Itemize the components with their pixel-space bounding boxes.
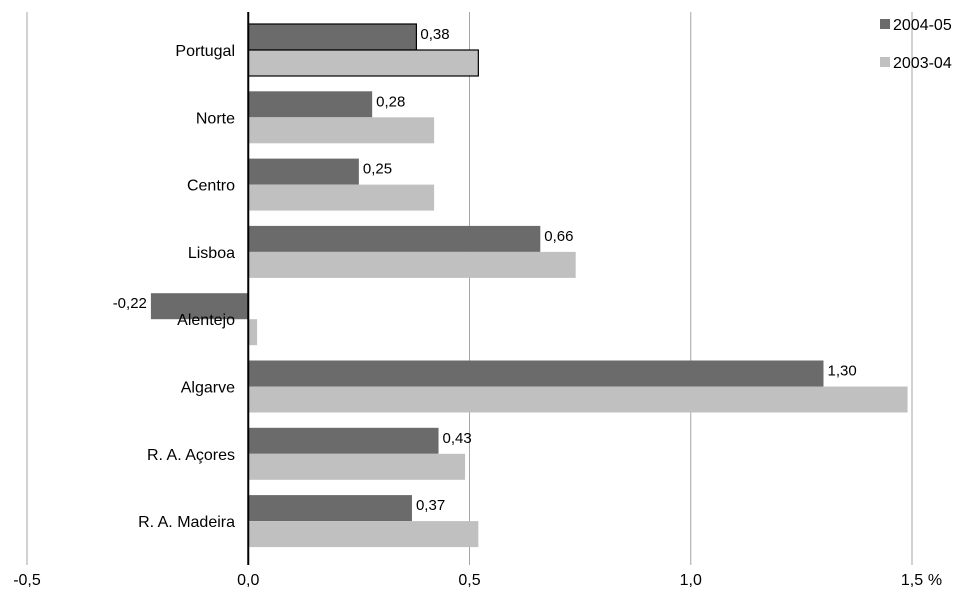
legend-label: 2004-05 [893, 17, 952, 34]
bar-series-1 [248, 225, 541, 252]
legend-swatch [880, 19, 890, 29]
bar-series-1 [248, 360, 824, 387]
category-label: Portugal [175, 43, 235, 60]
data-label: 0,43 [443, 430, 472, 447]
bar-series-2 [248, 184, 435, 211]
x-tick-label: 0,0 [237, 572, 259, 589]
legend-label: 2003-04 [893, 55, 952, 72]
grid-lines [26, 12, 913, 565]
data-label: 1,30 [828, 363, 857, 380]
category-label: Alentejo [177, 312, 235, 329]
x-tick-label: 1,5 [901, 572, 923, 589]
bar-series-1 [248, 495, 412, 522]
bar-series-1 [248, 427, 439, 454]
bar-series-1 [248, 158, 359, 185]
bar-series-2 [248, 117, 435, 144]
x-tick-label: -0,5 [13, 572, 41, 589]
category-label: R. A. Açores [147, 447, 235, 464]
bar-series-2 [248, 453, 466, 480]
category-label: Algarve [181, 380, 235, 397]
bar-series-2 [248, 251, 576, 278]
bar-series-1 [247, 23, 417, 51]
bar-series-2 [247, 49, 479, 77]
data-label: -0,22 [113, 295, 147, 312]
x-tick-labels: -0,5 0,0 0,5 1,0 1,5% [13, 572, 942, 589]
legend: 2004-05 2003-04 [880, 17, 952, 72]
category-label: R. A. Madeira [138, 514, 235, 531]
bar-series-1 [150, 293, 249, 320]
category-labels: Portugal Norte Centro Lisboa Alentejo Algarve… [138, 43, 235, 531]
category-label: Lisboa [188, 245, 235, 262]
category-label: Centro [187, 178, 235, 195]
bar-series-2 [248, 386, 908, 413]
bar-series-1 [248, 91, 373, 118]
legend-swatch [880, 57, 890, 67]
data-label: 0,25 [363, 161, 392, 178]
data-label: 0,38 [420, 26, 449, 43]
bar-series-2 [248, 521, 479, 548]
data-label: 0,66 [544, 228, 573, 245]
category-label: Norte [196, 110, 235, 127]
x-tick-label: 0,5 [458, 572, 480, 589]
x-tick-label: 1,0 [680, 572, 702, 589]
data-label: 0,37 [416, 497, 445, 514]
data-label: 0,28 [376, 93, 405, 110]
x-unit-label: % [928, 572, 942, 589]
bar-series-2 [248, 319, 258, 346]
data-labels: 0,38 0,28 0,25 0,66 -0,22 1,30 0,43 0,37 [113, 26, 857, 514]
bars [150, 23, 908, 548]
